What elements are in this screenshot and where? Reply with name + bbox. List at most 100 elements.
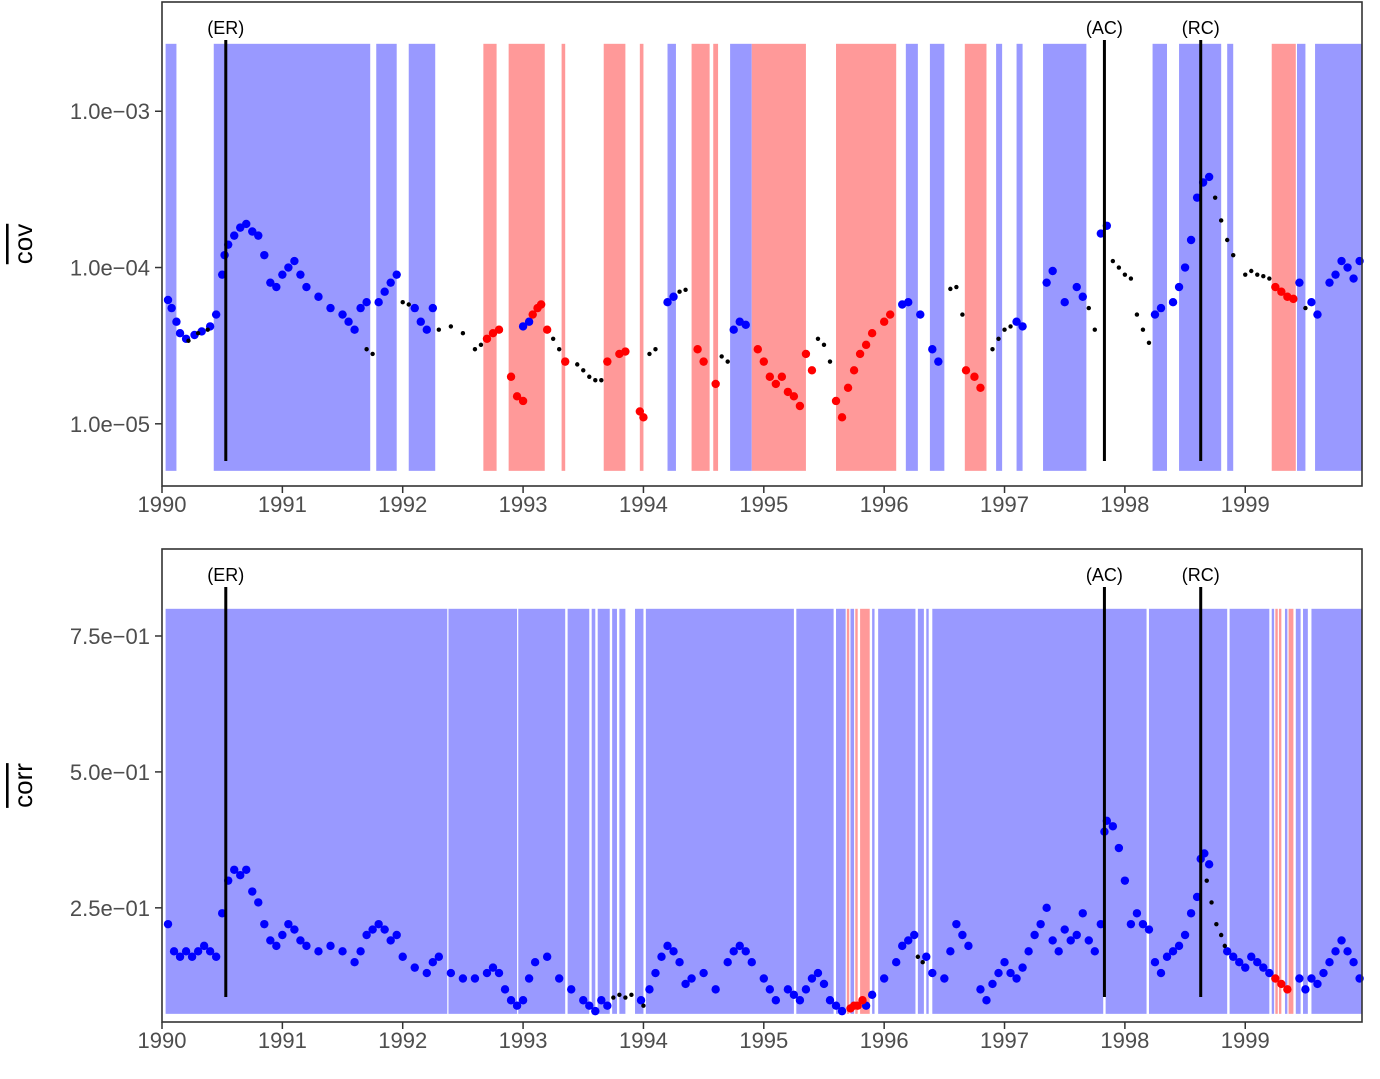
data-point-black <box>556 347 562 352</box>
regime-band-red <box>603 43 626 471</box>
data-point-blue <box>1036 919 1045 929</box>
data-point-black <box>647 351 652 357</box>
data-point-blue <box>1060 925 1069 934</box>
data-point-blue <box>1313 979 1322 989</box>
data-point-blue <box>1325 957 1334 967</box>
regime-band-blue <box>376 43 397 471</box>
data-point-blue <box>819 979 829 989</box>
regime-band-red <box>1278 608 1282 1014</box>
data-point-blue <box>1150 957 1160 967</box>
regime-band-red <box>1275 608 1278 1014</box>
regime-band-blue <box>836 608 846 1014</box>
regime-band-blue <box>1229 608 1270 1014</box>
data-point-blue <box>1186 235 1196 245</box>
data-point-blue <box>326 941 335 951</box>
regime-band-blue <box>591 608 596 1014</box>
data-point-black <box>599 378 604 383</box>
panel-border <box>161 548 1363 1023</box>
data-point-blue <box>260 250 269 260</box>
regime-band-blue <box>932 608 1104 1014</box>
data-point-blue <box>1048 936 1057 945</box>
data-point-blue <box>1192 892 1202 902</box>
data-point-black <box>593 378 598 383</box>
data-point-blue <box>392 930 401 940</box>
data-point-blue <box>1180 263 1190 272</box>
data-point-red <box>853 1001 862 1010</box>
data-point-red <box>494 325 504 334</box>
data-point-blue <box>1048 266 1057 276</box>
data-point-blue <box>1229 952 1238 961</box>
regime-band-blue <box>1315 43 1362 471</box>
data-point-red <box>561 357 570 366</box>
data-point-black <box>1204 878 1209 883</box>
data-point-black <box>1214 921 1219 927</box>
x-tick-label: 1991 <box>258 1028 307 1053</box>
data-point-blue <box>338 947 347 956</box>
data-point-blue <box>681 979 690 989</box>
data-point-black <box>725 359 730 364</box>
data-point-blue <box>248 887 257 896</box>
data-point-blue <box>964 941 973 951</box>
data-point-blue <box>290 256 299 266</box>
data-point-red <box>506 372 516 381</box>
data-point-red <box>699 357 708 366</box>
y-tick-label: 7.5e−01 <box>70 624 150 649</box>
data-point-blue <box>831 1001 841 1010</box>
data-point-blue <box>254 898 263 907</box>
data-point-blue <box>1168 947 1178 956</box>
data-point-blue <box>657 952 666 961</box>
data-point-blue <box>1241 963 1250 972</box>
data-point-blue <box>603 1001 612 1010</box>
data-point-black <box>400 299 405 305</box>
data-point-blue <box>428 303 438 313</box>
data-point-blue <box>928 345 937 354</box>
x-tick-label: 1992 <box>378 492 427 517</box>
data-point-blue <box>636 996 646 1005</box>
data-point-blue <box>410 963 419 972</box>
data-point-black <box>954 284 959 290</box>
data-point-black <box>205 327 210 332</box>
data-point-blue <box>597 996 606 1005</box>
data-point-blue <box>1126 919 1136 929</box>
data-point-blue <box>687 974 696 983</box>
x-tick-label: 1994 <box>619 492 668 517</box>
data-point-blue <box>994 968 1003 978</box>
data-point-blue <box>163 295 173 305</box>
data-point-black <box>587 374 592 379</box>
data-point-blue <box>380 925 389 934</box>
data-point-blue <box>1078 292 1087 301</box>
data-point-blue <box>1204 172 1214 182</box>
data-point-blue <box>1072 282 1081 292</box>
panel-cov: (ER) (AC) (RC) 1990 1991 1992 1993 1994 1995 1996… <box>8 1 1364 517</box>
y-axis-label: corr <box>8 763 38 808</box>
event-label: (ER) <box>207 18 244 38</box>
data-point-blue <box>783 985 793 994</box>
data-point-blue <box>470 974 480 983</box>
regime-band-blue <box>518 608 566 1014</box>
data-point-blue <box>729 947 738 956</box>
event-label: (AC) <box>1086 18 1123 38</box>
panel-border <box>161 1 1363 487</box>
data-point-blue <box>867 990 877 1000</box>
data-point-blue <box>356 947 365 956</box>
data-point-blue <box>175 952 185 961</box>
data-point-red <box>795 401 805 411</box>
y-tick-label: 2.5e−01 <box>70 896 150 921</box>
data-point-blue <box>205 947 215 956</box>
data-point-black <box>1008 324 1013 329</box>
regime-band-blue <box>796 608 834 1014</box>
data-point-blue <box>741 947 750 956</box>
regime-band-blue <box>635 608 644 1014</box>
data-point-blue <box>518 322 528 331</box>
data-point-blue <box>169 947 179 956</box>
data-point-blue <box>350 325 359 334</box>
data-point-blue <box>386 278 395 287</box>
data-point-black <box>1086 305 1091 311</box>
data-point-blue <box>892 957 901 967</box>
regime-band-red <box>964 43 987 471</box>
data-point-blue <box>374 919 383 929</box>
data-point-black <box>915 954 921 959</box>
y-tick-label: 1.0e−05 <box>70 412 150 437</box>
x-tick-label: 1999 <box>1221 1028 1270 1053</box>
x-tick-label: 1996 <box>860 492 909 517</box>
